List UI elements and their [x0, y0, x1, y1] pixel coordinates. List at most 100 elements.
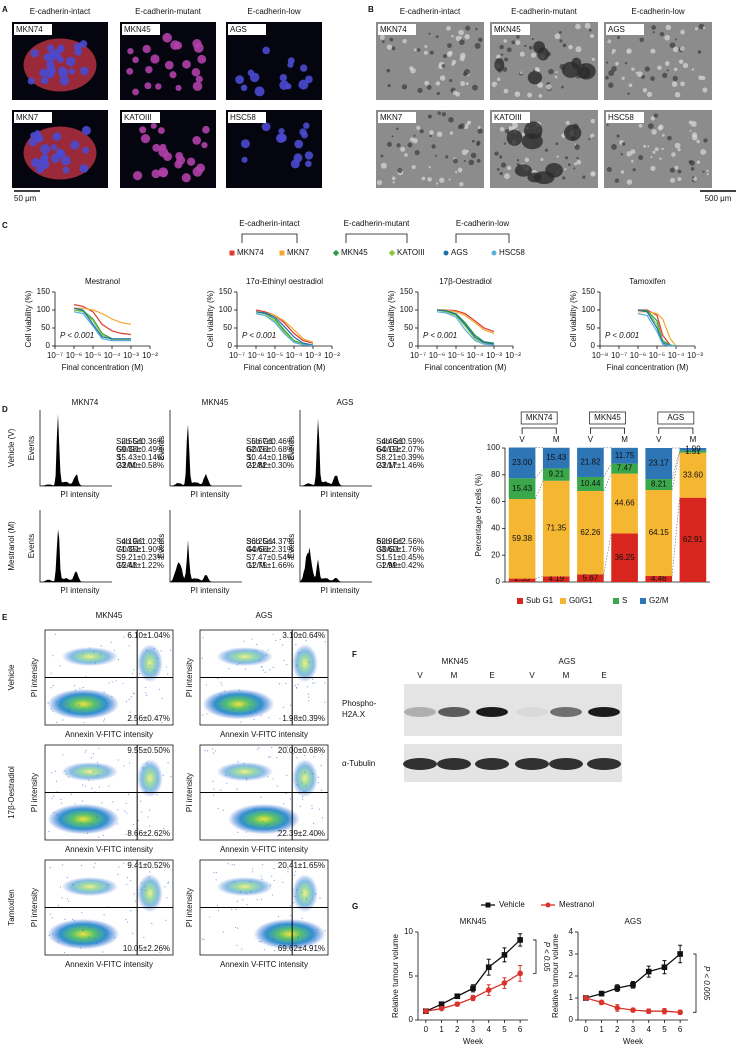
- event: [202, 714, 204, 716]
- stat-value: 15.43±0.14%: [117, 453, 164, 462]
- x-tick-label: 10⁻³: [123, 351, 139, 360]
- cell: [561, 85, 564, 89]
- chart-title: MKN45: [460, 917, 487, 926]
- event: [89, 926, 91, 928]
- image-label: MKN7: [16, 113, 39, 122]
- event: [292, 753, 294, 755]
- cell: [451, 34, 454, 38]
- event: [126, 876, 129, 879]
- nucleus: [58, 68, 69, 78]
- cell: [621, 142, 626, 146]
- nucleus: [301, 131, 308, 139]
- cell: [428, 166, 432, 169]
- event: [238, 689, 240, 691]
- event: [265, 654, 267, 656]
- event: [103, 718, 106, 720]
- bar-segment: [508, 499, 536, 579]
- event: [47, 702, 49, 704]
- data-label: 1.51: [685, 447, 701, 456]
- y-tick-label: 100: [400, 305, 414, 314]
- x-tick-label: 10⁻⁷: [229, 351, 245, 360]
- x-tick-label: 10⁻³: [687, 351, 703, 360]
- cell: [659, 31, 665, 37]
- stat-value: 59.38±0.49%: [117, 445, 164, 454]
- cell: [379, 34, 385, 40]
- cell: [519, 71, 523, 75]
- event: [315, 893, 317, 895]
- x-tick-label: 2: [455, 1025, 460, 1034]
- event: [273, 879, 275, 882]
- event: [153, 647, 155, 650]
- event: [66, 897, 68, 900]
- nucleus: [305, 75, 313, 84]
- y-tick-label: 5: [409, 971, 414, 980]
- band: [587, 758, 621, 770]
- x-axis-label: Final concentration (M): [425, 363, 507, 372]
- event: [301, 782, 303, 784]
- x-tick-label: 10⁻⁴: [286, 351, 303, 360]
- event: [232, 708, 234, 710]
- cell: [537, 81, 544, 88]
- population: [292, 874, 318, 913]
- data-label: 71.35: [546, 524, 567, 533]
- cell: [651, 129, 657, 135]
- event: [62, 754, 64, 756]
- event: [99, 653, 102, 655]
- population: [216, 762, 273, 782]
- event: [311, 773, 313, 775]
- event: [283, 943, 285, 945]
- x-axis-label: Final concentration (M): [244, 363, 326, 372]
- event: [241, 948, 243, 950]
- event: [57, 941, 59, 943]
- image-label: KATOIII: [494, 113, 522, 122]
- event: [98, 836, 100, 838]
- event: [82, 652, 84, 654]
- nucleus: [142, 44, 151, 54]
- event: [129, 711, 132, 713]
- cell: [620, 170, 625, 174]
- x-axis-label: Week: [623, 1037, 644, 1046]
- legend-marker: [485, 902, 491, 908]
- event: [56, 780, 58, 782]
- cell: [590, 118, 596, 124]
- x-tick-label: 10⁻⁵: [448, 351, 464, 360]
- event: [301, 892, 303, 894]
- cell: [589, 34, 595, 39]
- event: [289, 905, 291, 907]
- event: [51, 917, 53, 919]
- legend-bracket: [345, 233, 408, 243]
- event: [72, 884, 74, 886]
- event: [108, 785, 110, 787]
- x-tick-label: 10⁻⁷: [410, 351, 426, 360]
- event: [116, 823, 118, 825]
- marker: [470, 995, 476, 1001]
- row-label: H2A.X: [342, 710, 366, 719]
- cell: [476, 158, 481, 163]
- event: [107, 884, 109, 886]
- nucleus: [191, 68, 201, 77]
- event: [236, 664, 238, 666]
- nucleus: [159, 169, 168, 178]
- nucleus: [82, 146, 90, 154]
- event: [167, 673, 169, 675]
- cell: [503, 142, 506, 145]
- event: [130, 909, 132, 912]
- series-line: [255, 311, 314, 346]
- x-axis-label: PI intensity: [60, 490, 99, 499]
- cell: [531, 38, 534, 41]
- event: [234, 926, 237, 929]
- cell: [706, 169, 709, 173]
- cell: [606, 166, 612, 173]
- nucleus: [150, 122, 157, 129]
- event: [269, 884, 271, 886]
- stat-label: Sub G1:: [116, 437, 145, 446]
- image-label-box: [606, 112, 644, 123]
- stat-label: S:: [116, 453, 124, 462]
- event: [317, 776, 319, 778]
- event: [202, 637, 204, 639]
- marker: [630, 982, 636, 988]
- significance-bracket: [533, 939, 537, 974]
- event: [231, 908, 233, 911]
- nucleus: [304, 151, 314, 160]
- event: [117, 873, 119, 876]
